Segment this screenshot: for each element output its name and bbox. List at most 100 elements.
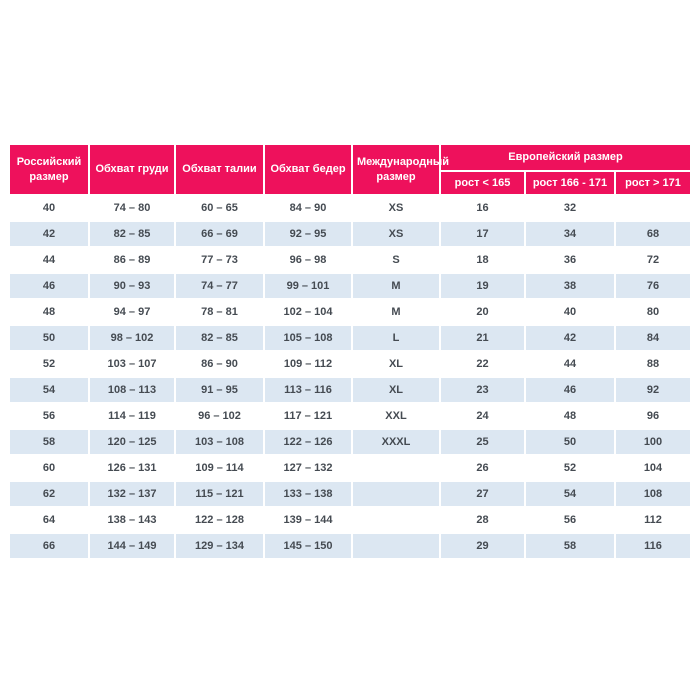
header-chest: Обхват груди <box>90 145 174 194</box>
cell-russian-size: 46 <box>10 274 88 298</box>
cell-chest: 108 – 113 <box>90 378 174 402</box>
cell-hips: 109 – 112 <box>265 352 351 376</box>
header-hips: Обхват бедер <box>265 145 351 194</box>
cell-chest: 82 – 85 <box>90 222 174 246</box>
cell-chest: 120 – 125 <box>90 430 174 454</box>
cell-chest: 86 – 89 <box>90 248 174 272</box>
cell-eu-height-166-171: 50 <box>526 430 614 454</box>
cell-eu-height-gt-171: 72 <box>616 248 690 272</box>
cell-eu-height-lt-165: 25 <box>441 430 524 454</box>
cell-hips: 139 – 144 <box>265 508 351 532</box>
cell-eu-height-166-171: 46 <box>526 378 614 402</box>
table-row: 62 132 – 137 115 – 121 133 – 138 27 54 1… <box>10 482 690 506</box>
cell-eu-height-166-171: 48 <box>526 404 614 428</box>
table-row: 66 144 – 149 129 – 134 145 – 150 29 58 1… <box>10 534 690 558</box>
cell-international-size: XL <box>353 352 439 376</box>
table-row: 64 138 – 143 122 – 128 139 – 144 28 56 1… <box>10 508 690 532</box>
cell-eu-height-166-171: 44 <box>526 352 614 376</box>
cell-chest: 126 – 131 <box>90 456 174 480</box>
cell-hips: 117 – 121 <box>265 404 351 428</box>
cell-international-size: XL <box>353 378 439 402</box>
table-row: 46 90 – 93 74 – 77 99 – 101 M 19 38 76 <box>10 274 690 298</box>
header-waist: Обхват талии <box>176 145 263 194</box>
cell-international-size: XS <box>353 222 439 246</box>
cell-eu-height-166-171: 58 <box>526 534 614 558</box>
cell-russian-size: 52 <box>10 352 88 376</box>
table-row: 42 82 – 85 66 – 69 92 – 95 XS 17 34 68 <box>10 222 690 246</box>
header-height-gt-171: рост > 171 <box>616 172 690 194</box>
cell-eu-height-lt-165: 17 <box>441 222 524 246</box>
table-row: 52 103 – 107 86 – 90 109 – 112 XL 22 44 … <box>10 352 690 376</box>
cell-hips: 113 – 116 <box>265 378 351 402</box>
cell-waist: 82 – 85 <box>176 326 263 350</box>
cell-eu-height-lt-165: 18 <box>441 248 524 272</box>
size-table-body: 40 74 – 80 60 – 65 84 – 90 XS 16 32 42 8… <box>10 196 690 558</box>
cell-eu-height-166-171: 34 <box>526 222 614 246</box>
cell-hips: 145 – 150 <box>265 534 351 558</box>
table-row: 44 86 – 89 77 – 73 96 – 98 S 18 36 72 <box>10 248 690 272</box>
cell-waist: 109 – 114 <box>176 456 263 480</box>
cell-eu-height-166-171: 52 <box>526 456 614 480</box>
cell-chest: 74 – 80 <box>90 196 174 220</box>
cell-russian-size: 48 <box>10 300 88 324</box>
cell-russian-size: 58 <box>10 430 88 454</box>
cell-waist: 91 – 95 <box>176 378 263 402</box>
cell-hips: 133 – 138 <box>265 482 351 506</box>
cell-eu-height-lt-165: 20 <box>441 300 524 324</box>
table-row: 40 74 – 80 60 – 65 84 – 90 XS 16 32 <box>10 196 690 220</box>
cell-hips: 105 – 108 <box>265 326 351 350</box>
table-row: 60 126 – 131 109 – 114 127 – 132 26 52 1… <box>10 456 690 480</box>
cell-russian-size: 64 <box>10 508 88 532</box>
cell-russian-size: 44 <box>10 248 88 272</box>
cell-eu-height-lt-165: 19 <box>441 274 524 298</box>
cell-eu-height-gt-171: 80 <box>616 300 690 324</box>
cell-eu-height-lt-165: 29 <box>441 534 524 558</box>
cell-waist: 115 – 121 <box>176 482 263 506</box>
cell-hips: 99 – 101 <box>265 274 351 298</box>
cell-eu-height-166-171: 42 <box>526 326 614 350</box>
cell-eu-height-lt-165: 22 <box>441 352 524 376</box>
header-international-size: Международный размер <box>353 145 449 194</box>
cell-international-size <box>353 482 439 506</box>
cell-international-size <box>353 508 439 532</box>
table-row: 54 108 – 113 91 – 95 113 – 116 XL 23 46 … <box>10 378 690 402</box>
cell-eu-height-lt-165: 24 <box>441 404 524 428</box>
cell-russian-size: 60 <box>10 456 88 480</box>
cell-hips: 92 – 95 <box>265 222 351 246</box>
cell-eu-height-gt-171: 104 <box>616 456 690 480</box>
cell-hips: 96 – 98 <box>265 248 351 272</box>
cell-chest: 138 – 143 <box>90 508 174 532</box>
cell-eu-height-gt-171: 92 <box>616 378 690 402</box>
cell-eu-height-gt-171: 112 <box>616 508 690 532</box>
cell-eu-height-gt-171: 108 <box>616 482 690 506</box>
cell-international-size: S <box>353 248 439 272</box>
cell-eu-height-lt-165: 28 <box>441 508 524 532</box>
cell-russian-size: 40 <box>10 196 88 220</box>
cell-eu-height-166-171: 32 <box>526 196 614 220</box>
cell-eu-height-166-171: 56 <box>526 508 614 532</box>
cell-eu-height-lt-165: 21 <box>441 326 524 350</box>
cell-hips: 84 – 90 <box>265 196 351 220</box>
cell-waist: 60 – 65 <box>176 196 263 220</box>
cell-chest: 144 – 149 <box>90 534 174 558</box>
cell-eu-height-gt-171 <box>616 196 690 220</box>
cell-waist: 129 – 134 <box>176 534 263 558</box>
table-row: 50 98 – 102 82 – 85 105 – 108 L 21 42 84 <box>10 326 690 350</box>
cell-international-size: M <box>353 300 439 324</box>
cell-hips: 127 – 132 <box>265 456 351 480</box>
cell-chest: 94 – 97 <box>90 300 174 324</box>
cell-eu-height-lt-165: 27 <box>441 482 524 506</box>
cell-eu-height-166-171: 38 <box>526 274 614 298</box>
header-height-166-171: рост 166 - 171 <box>526 172 614 194</box>
cell-eu-height-gt-171: 88 <box>616 352 690 376</box>
cell-eu-height-lt-165: 16 <box>441 196 524 220</box>
cell-chest: 90 – 93 <box>90 274 174 298</box>
size-chart-table-wrap: Российский размер Обхват груди Обхват та… <box>8 143 692 560</box>
cell-chest: 114 – 119 <box>90 404 174 428</box>
cell-waist: 66 – 69 <box>176 222 263 246</box>
cell-international-size: M <box>353 274 439 298</box>
cell-eu-height-lt-165: 23 <box>441 378 524 402</box>
cell-russian-size: 62 <box>10 482 88 506</box>
cell-waist: 86 – 90 <box>176 352 263 376</box>
